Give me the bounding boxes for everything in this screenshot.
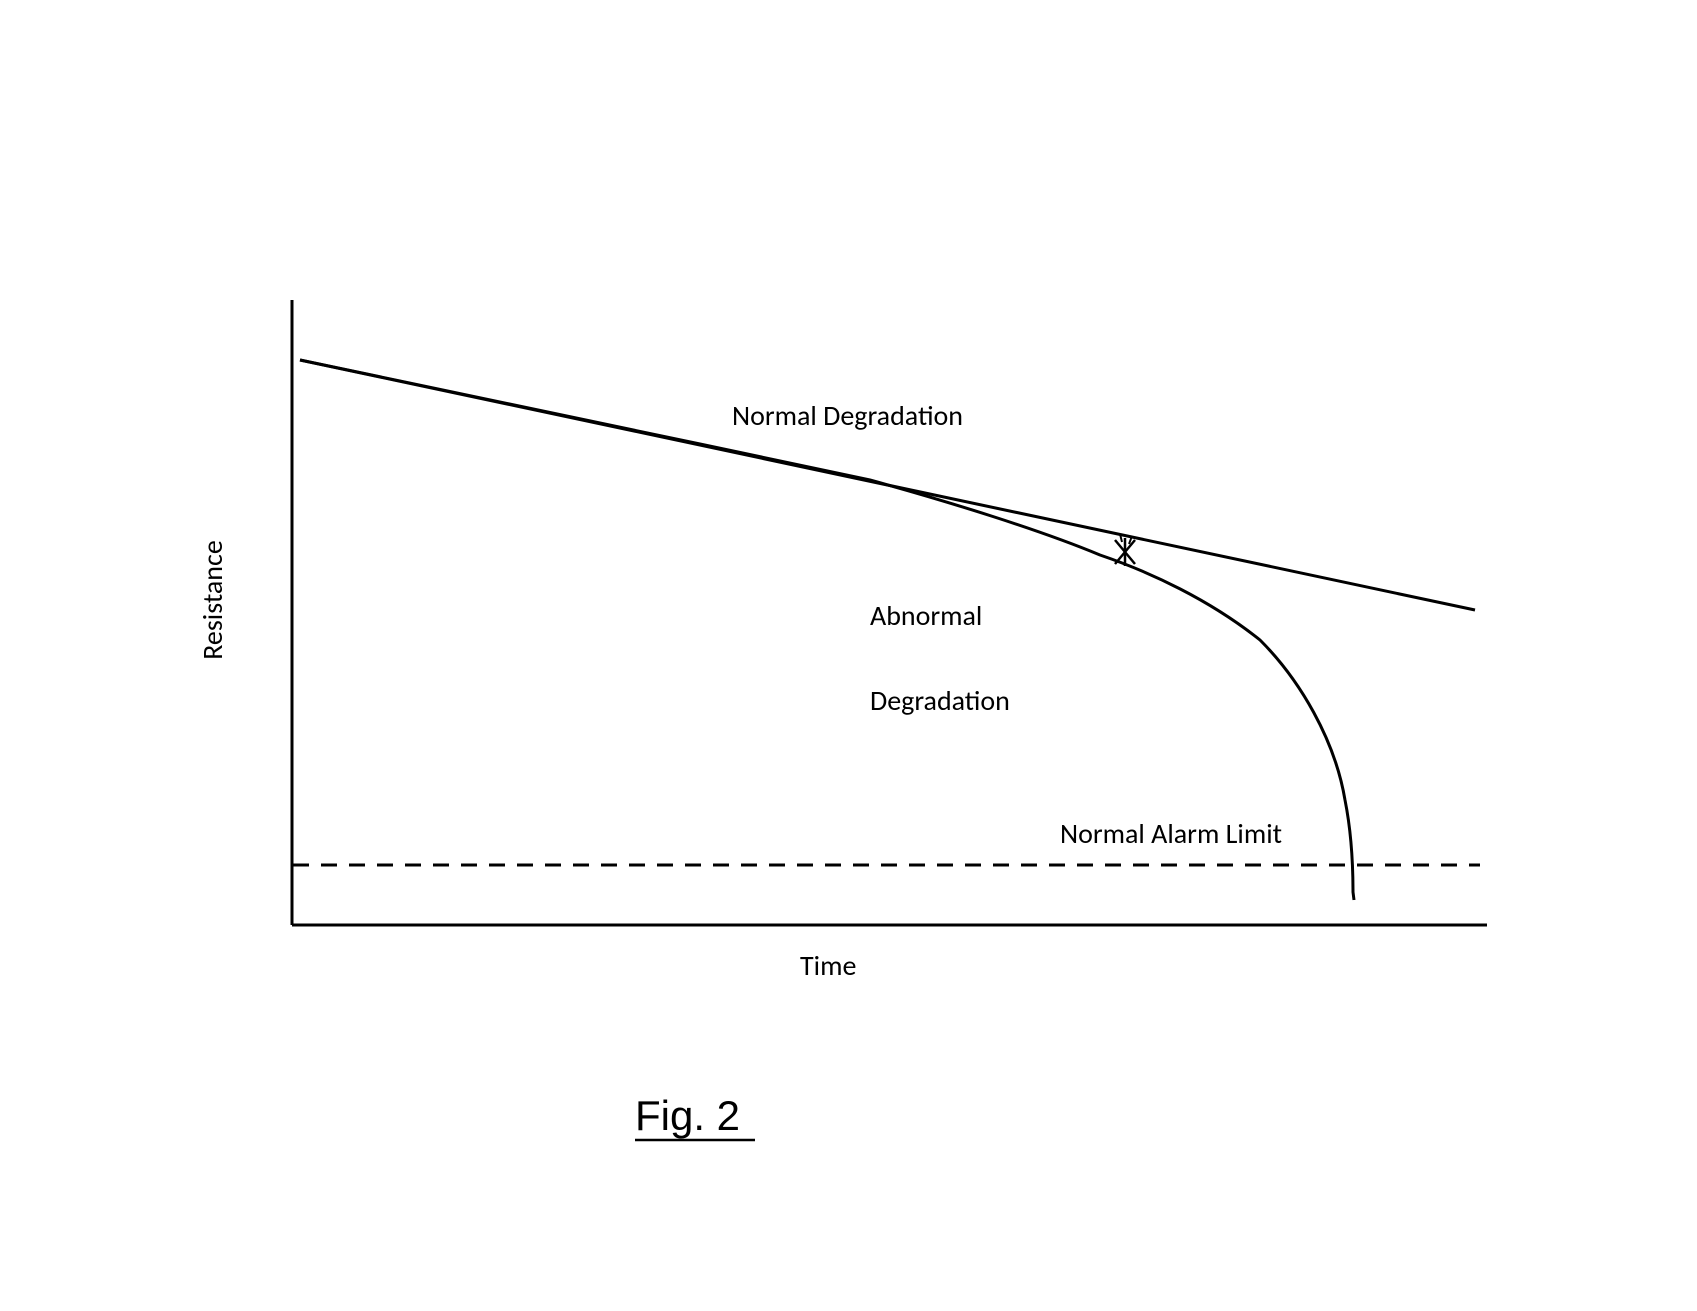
abnormal-label-line2: Degradation bbox=[870, 683, 1010, 718]
divergence-marker bbox=[1115, 534, 1135, 566]
normal-degradation-label: Normal Degradation bbox=[732, 398, 963, 433]
figure-container: Normal Degradation Abnormal Degradation … bbox=[0, 0, 1697, 1311]
abnormal-label-line1: Abnormal bbox=[870, 598, 982, 633]
x-axis-label: Time bbox=[800, 948, 856, 983]
alarm-limit-label: Normal Alarm Limit bbox=[1060, 816, 1282, 851]
chart-svg: Normal Degradation Abnormal Degradation … bbox=[0, 0, 1697, 1311]
figure-label: Fig. 2 bbox=[635, 1092, 740, 1139]
y-axis-label: Resistance bbox=[195, 540, 230, 660]
